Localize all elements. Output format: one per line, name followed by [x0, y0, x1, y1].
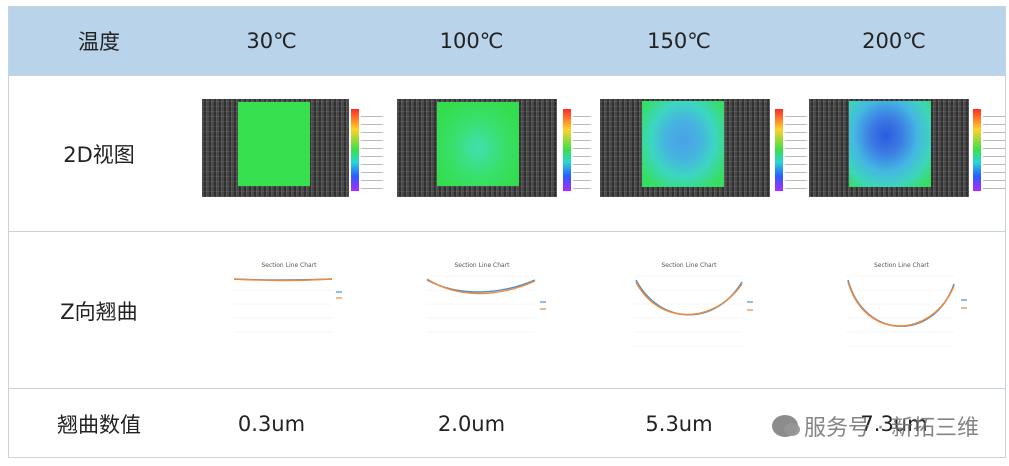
chart-title-30: Section Line Chart [261, 262, 317, 269]
row-warp-values: 翘曲数值 0.3um 2.0um 5.3um 7.3um [9, 389, 1005, 459]
table-header: 温度 30℃ 100℃ 150℃ 200℃ [9, 7, 1005, 76]
color-scale-100 [561, 99, 591, 197]
section-chart-200: Section Line Chart [824, 262, 979, 354]
section-chart-150: Section Line Chart [614, 262, 764, 354]
warp-value-100: 2.0um [437, 412, 506, 436]
chart-svg-30 [233, 275, 342, 333]
section-chart-30: Section Line Chart [214, 262, 364, 347]
chart-title-200: Section Line Chart [873, 262, 930, 269]
color-scale-30 [349, 99, 383, 197]
header-temperature: 温度 [78, 30, 120, 54]
header-temp-150: 150℃ [647, 29, 711, 53]
watermark: 服务号 · 新拓三维 [772, 410, 979, 442]
header-temp-200: 200℃ [862, 29, 926, 53]
row-label-z-warp: Z向翘曲 [60, 299, 138, 324]
chart-svg-150 [634, 275, 753, 347]
section-chart-100: Section Line Chart [407, 262, 557, 352]
chart-svg-100 [426, 275, 546, 333]
color-scale-150 [773, 99, 807, 197]
wechat-icon [772, 415, 801, 437]
2d-image-100 [397, 99, 557, 197]
warp-value-200: 7.3um [860, 412, 928, 436]
chart-title-100: Section Line Chart [454, 262, 510, 269]
header-temp-100: 100℃ [439, 29, 504, 53]
warp-value-150: 5.3um [645, 412, 713, 436]
color-scale-200 [971, 99, 1005, 197]
chart-svg-200 [846, 275, 967, 347]
comparison-table: 温度 30℃ 100℃ 150℃ 200℃ 2D视图 Z向 [8, 6, 1006, 458]
2d-image-200 [809, 99, 969, 197]
row-2d-view: 2D视图 [9, 75, 1005, 232]
row-z-warp: Z向翘曲 Section Line Chart Section Line Cha… [9, 232, 1005, 389]
row-label-2d-view: 2D视图 [63, 142, 135, 167]
watermark-text: 服务号 · 新拓三维 [804, 416, 979, 441]
2d-image-30 [202, 99, 350, 197]
header-temp-30: 30℃ [246, 29, 297, 53]
chart-title-150: Section Line Chart [661, 262, 717, 269]
row-label-warp-values: 翘曲数值 [57, 413, 141, 437]
warp-value-30: 0.3um [237, 412, 306, 436]
2d-image-150 [600, 99, 770, 197]
